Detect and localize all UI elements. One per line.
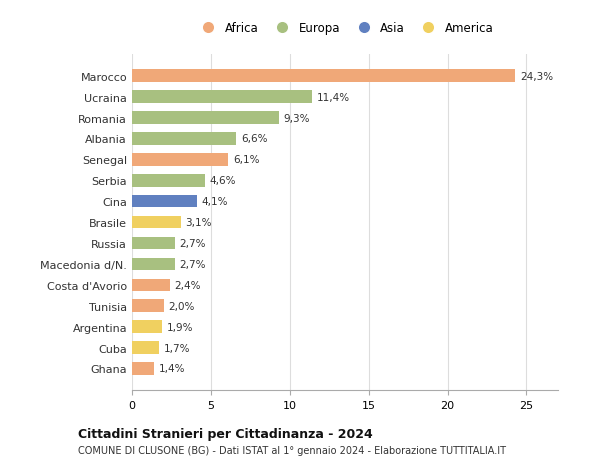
- Text: 1,7%: 1,7%: [164, 343, 190, 353]
- Bar: [132, 70, 515, 83]
- Text: 6,6%: 6,6%: [241, 134, 268, 144]
- Text: 1,4%: 1,4%: [159, 364, 185, 374]
- Bar: [132, 237, 175, 250]
- Text: 2,7%: 2,7%: [179, 239, 206, 248]
- Bar: [132, 363, 154, 375]
- Text: 2,4%: 2,4%: [175, 280, 201, 290]
- Text: 4,6%: 4,6%: [209, 176, 236, 186]
- Bar: [132, 321, 162, 333]
- Legend: Africa, Europa, Asia, America: Africa, Europa, Asia, America: [191, 17, 499, 40]
- Text: 9,3%: 9,3%: [283, 113, 310, 123]
- Bar: [132, 216, 181, 229]
- Text: 1,9%: 1,9%: [167, 322, 193, 332]
- Text: Cittadini Stranieri per Cittadinanza - 2024: Cittadini Stranieri per Cittadinanza - 2…: [78, 427, 373, 440]
- Bar: [132, 300, 164, 312]
- Text: 6,1%: 6,1%: [233, 155, 259, 165]
- Bar: [132, 133, 236, 146]
- Bar: [132, 112, 279, 124]
- Text: 24,3%: 24,3%: [520, 72, 553, 82]
- Bar: [132, 174, 205, 187]
- Text: COMUNE DI CLUSONE (BG) - Dati ISTAT al 1° gennaio 2024 - Elaborazione TUTTITALIA: COMUNE DI CLUSONE (BG) - Dati ISTAT al 1…: [78, 445, 506, 455]
- Bar: [132, 258, 175, 271]
- Text: 2,7%: 2,7%: [179, 259, 206, 269]
- Bar: [132, 91, 312, 104]
- Text: 3,1%: 3,1%: [185, 218, 212, 228]
- Text: 11,4%: 11,4%: [317, 92, 350, 102]
- Bar: [132, 279, 170, 291]
- Text: 2,0%: 2,0%: [168, 301, 194, 311]
- Bar: [132, 154, 228, 166]
- Bar: [132, 196, 197, 208]
- Bar: [132, 341, 159, 354]
- Text: 4,1%: 4,1%: [202, 197, 228, 207]
